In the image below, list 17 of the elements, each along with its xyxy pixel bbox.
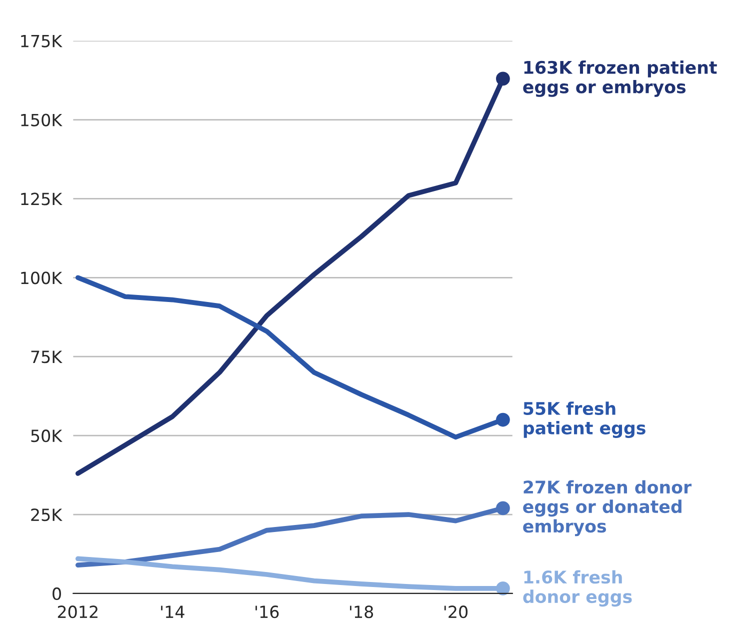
y-tick-label: 75K: [31, 350, 62, 364]
text: 27K frozen donor eggs or donated embryos: [523, 480, 692, 536]
text: 55K fresh patient eggs: [524, 402, 646, 438]
x-tick-label: '18: [350, 606, 374, 618]
y-tick-label: 0: [52, 587, 61, 600]
y-tick-label: 150K: [21, 114, 62, 126]
y-tick-label: 50K: [31, 430, 62, 442]
y-tick-label: 125K: [21, 192, 62, 206]
x-tick-label: 2012: [58, 606, 98, 618]
x-tick-label: '16: [256, 606, 279, 618]
x-tick-label: '20: [444, 606, 468, 618]
y-tick-label: 100K: [21, 272, 62, 284]
y-tick-label: 175K: [21, 35, 62, 48]
x-tick-label: '14: [161, 606, 184, 618]
text: 1.6K fresh donor eggs: [523, 570, 632, 607]
y-tick-label: 25K: [31, 508, 62, 522]
text: 163K frozen patient eggs or embryos: [523, 60, 717, 97]
